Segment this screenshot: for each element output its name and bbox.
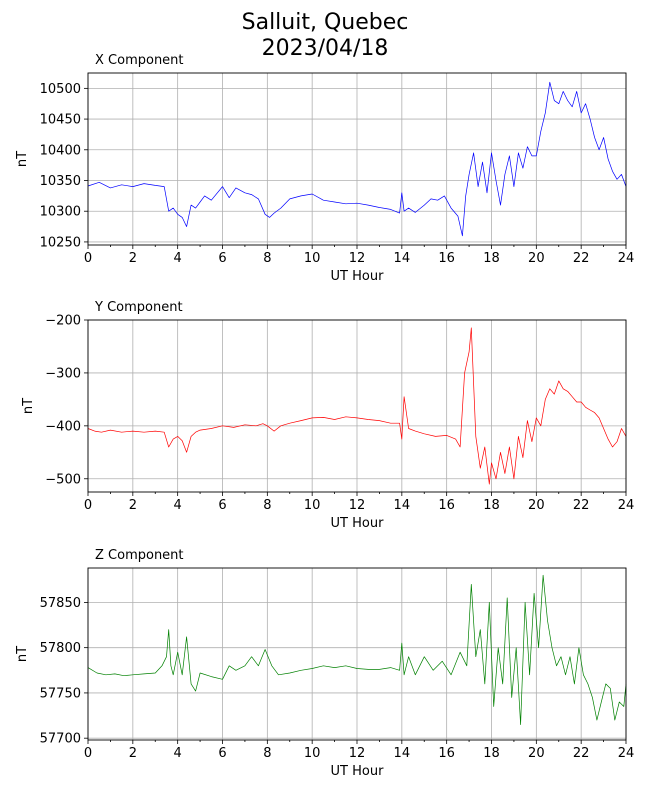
x-tick-label: 4 xyxy=(174,498,182,513)
x-tick-label: 14 xyxy=(394,746,411,761)
y-axis-label: nT xyxy=(15,646,30,662)
x-tick-label: 16 xyxy=(438,251,455,266)
x-tick-label: 18 xyxy=(483,251,500,266)
x-axis-label: UT Hour xyxy=(331,764,385,779)
y-tick-label: 57800 xyxy=(40,641,81,656)
y-tick-label: 10450 xyxy=(40,113,81,128)
x-tick-label: 10 xyxy=(304,746,321,761)
x-tick-label: 12 xyxy=(349,498,366,513)
y-tick-label: 57750 xyxy=(40,686,81,701)
x-tick-label: 12 xyxy=(349,746,366,761)
x-tick-label: 8 xyxy=(263,746,271,761)
y-tick-label: 57850 xyxy=(40,596,81,611)
x-tick-label: 20 xyxy=(528,251,545,266)
x-tick-label: 20 xyxy=(528,498,545,513)
figure-title-date: 2023/04/18 xyxy=(261,36,389,61)
x-tick-label: 24 xyxy=(618,498,635,513)
x-tick-label: 20 xyxy=(528,746,545,761)
x-tick-label: 2 xyxy=(129,251,137,266)
panel-title: Z Component xyxy=(95,548,184,563)
x-tick-label: 0 xyxy=(84,498,92,513)
x-tick-label: 6 xyxy=(218,746,226,761)
panel-title: X Component xyxy=(95,53,184,68)
y-tick-label: 57700 xyxy=(40,732,81,747)
figure-title-location: Salluit, Quebec xyxy=(241,10,409,35)
x-tick-label: 18 xyxy=(483,498,500,513)
x-tick-label: 16 xyxy=(438,746,455,761)
panel-1: 0 2 4 6 8 10 12 14 16 18 20 22 241025010300103501040… xyxy=(15,53,634,284)
figure-title: Salluit, Quebec 2023/04/18 xyxy=(0,10,650,62)
panel-3: 0 2 4 6 8 10 12 14 16 18 20 22 245770057750578005785… xyxy=(15,548,634,779)
series-line-2 xyxy=(87,327,627,485)
y-tick-label: −500 xyxy=(45,472,81,487)
x-tick-label: 10 xyxy=(304,498,321,513)
y-tick-label: 10500 xyxy=(40,82,81,97)
x-tick-label: 14 xyxy=(394,251,411,266)
x-tick-label: 18 xyxy=(483,746,500,761)
y-tick-label: 10300 xyxy=(40,205,81,220)
x-tick-label: 22 xyxy=(573,498,590,513)
y-axis-label: nT xyxy=(21,398,36,414)
x-tick-label: 2 xyxy=(129,498,137,513)
y-tick-label: −200 xyxy=(45,314,81,329)
y-axis-label: nT xyxy=(15,151,30,167)
x-tick-label: 6 xyxy=(218,498,226,513)
panel-title: Y Component xyxy=(94,300,183,315)
y-tick-label: 10400 xyxy=(40,143,81,158)
x-tick-label: 24 xyxy=(618,746,635,761)
series-line-1 xyxy=(87,81,627,237)
x-axis-label: UT Hour xyxy=(331,269,385,284)
y-tick-label: 10350 xyxy=(40,174,81,189)
y-tick-label: −400 xyxy=(45,419,81,434)
series-line-3 xyxy=(87,574,627,725)
x-tick-label: 14 xyxy=(394,498,411,513)
x-tick-label: 16 xyxy=(438,498,455,513)
x-tick-label: 8 xyxy=(263,498,271,513)
y-tick-label: −300 xyxy=(45,366,81,381)
x-tick-label: 24 xyxy=(618,251,635,266)
x-axis-label: UT Hour xyxy=(331,516,385,531)
x-tick-label: 22 xyxy=(573,746,590,761)
x-tick-label: 4 xyxy=(174,251,182,266)
x-tick-label: 2 xyxy=(129,746,137,761)
x-tick-label: 0 xyxy=(84,746,92,761)
x-tick-label: 10 xyxy=(304,251,321,266)
x-tick-label: 22 xyxy=(573,251,590,266)
x-tick-label: 6 xyxy=(218,251,226,266)
x-tick-label: 0 xyxy=(84,251,92,266)
x-tick-label: 4 xyxy=(174,746,182,761)
x-tick-label: 8 xyxy=(263,251,271,266)
y-tick-label: 10250 xyxy=(40,235,81,250)
x-tick-label: 12 xyxy=(349,251,366,266)
